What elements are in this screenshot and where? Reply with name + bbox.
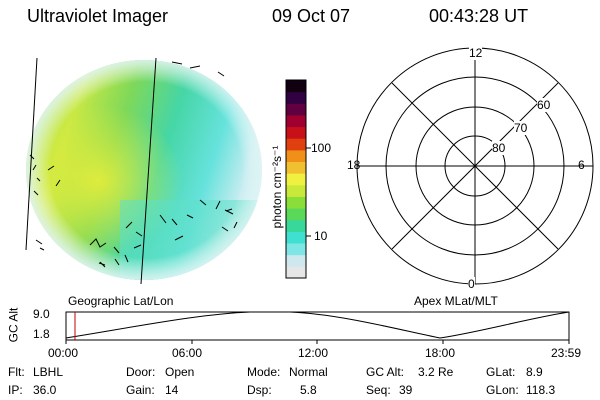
- gain-value: 14: [165, 383, 179, 397]
- colorbar-segment: [286, 231, 306, 244]
- glon-label: GLon:: [486, 383, 519, 397]
- ip-value: 36.0: [33, 383, 57, 397]
- colorbar-unit-label: photon cm⁻²s⁻¹: [270, 145, 284, 229]
- date-label: 09 Oct 07: [272, 6, 351, 26]
- altitude-curve: [65, 311, 570, 339]
- colorbar-segment: [286, 243, 306, 256]
- altitude-plot-frame: [65, 311, 570, 341]
- ip-label: IP:: [8, 383, 23, 397]
- instrument-title: Ultraviolet Imager: [27, 6, 169, 26]
- colorbar-segment: [286, 80, 306, 93]
- polar-label-0: 0: [468, 277, 475, 291]
- polar-label-18: 18: [347, 158, 361, 172]
- colorbar-label-10: 10: [314, 229, 328, 243]
- altitude-ytick-9: 9.0: [33, 307, 50, 321]
- polar-grid: [356, 47, 594, 285]
- altitude-plot: [65, 311, 570, 344]
- polar-label-80: 80: [492, 141, 506, 155]
- colorbar-frame: [285, 79, 307, 279]
- colorbar-segment: [286, 103, 306, 116]
- gain-label: Gain:: [126, 383, 155, 397]
- polar-label-70: 70: [514, 121, 528, 135]
- colorbar-segment: [286, 91, 306, 104]
- polar-diagonal-2: [391, 82, 559, 250]
- gcalt-label: GC Alt:: [366, 365, 405, 379]
- seq-label: Seq:: [366, 383, 391, 397]
- meridian-line-left: [25, 57, 38, 251]
- altitude-xtick-3: 18:00: [425, 346, 456, 360]
- colorbar-segment: [286, 184, 306, 197]
- door-value: Open: [165, 365, 195, 379]
- flt-label: Flt:: [8, 365, 25, 379]
- glon-value: 118.3: [526, 383, 556, 397]
- flt-value: LBHL: [33, 365, 64, 379]
- colorbar-segment: [286, 196, 306, 209]
- colorbar-segment: [286, 266, 306, 279]
- altitude-xtick-2: 12:00: [298, 346, 329, 360]
- colorbar-segment: [286, 219, 306, 232]
- gcalt-value: 3.2 Re: [418, 365, 454, 379]
- altitude-xtick-1: 06:00: [172, 346, 203, 360]
- colorbar-segment: [286, 208, 306, 221]
- polar-label-6: 6: [578, 158, 585, 172]
- altitude-ytick-1_8: 1.8: [33, 327, 50, 341]
- mode-value: Normal: [289, 365, 328, 379]
- apex-projection-label: Apex MLat/MLT: [414, 294, 498, 308]
- polar-label-12: 12: [469, 46, 483, 60]
- mode-label: Mode:: [247, 365, 281, 379]
- time-label: 00:43:28 UT: [429, 6, 529, 26]
- polar-label-60: 60: [537, 98, 551, 112]
- geographic-projection-label: Geographic Lat/Lon: [68, 294, 174, 308]
- colorbar-segment: [286, 161, 306, 174]
- altitude-xtick-0: 00:00: [48, 346, 79, 360]
- colorbar: [286, 80, 306, 279]
- colorbar-segment: [286, 138, 306, 151]
- altitude-ylabel: GC Alt: [6, 307, 21, 343]
- altitude-xtick-4: 23:59: [551, 346, 582, 360]
- colorbar-segment: [286, 126, 306, 139]
- dsp-value: 5.8: [300, 383, 317, 397]
- colorbar-label-100: 100: [311, 141, 332, 155]
- seq-value: 39: [399, 383, 413, 397]
- uv-earth-image: [25, 57, 262, 285]
- colorbar-segment: [286, 254, 306, 267]
- colorbar-segment: [286, 149, 306, 163]
- coastline-fragments: [29, 61, 238, 268]
- dsp-label: Dsp:: [247, 383, 272, 397]
- colorbar-segment: [286, 173, 306, 186]
- door-label: Door:: [126, 365, 156, 379]
- glat-value: 8.9: [526, 365, 543, 379]
- glat-label: GLat:: [486, 365, 516, 379]
- meridian-line-center: [140, 57, 157, 285]
- colorbar-segment: [286, 114, 306, 128]
